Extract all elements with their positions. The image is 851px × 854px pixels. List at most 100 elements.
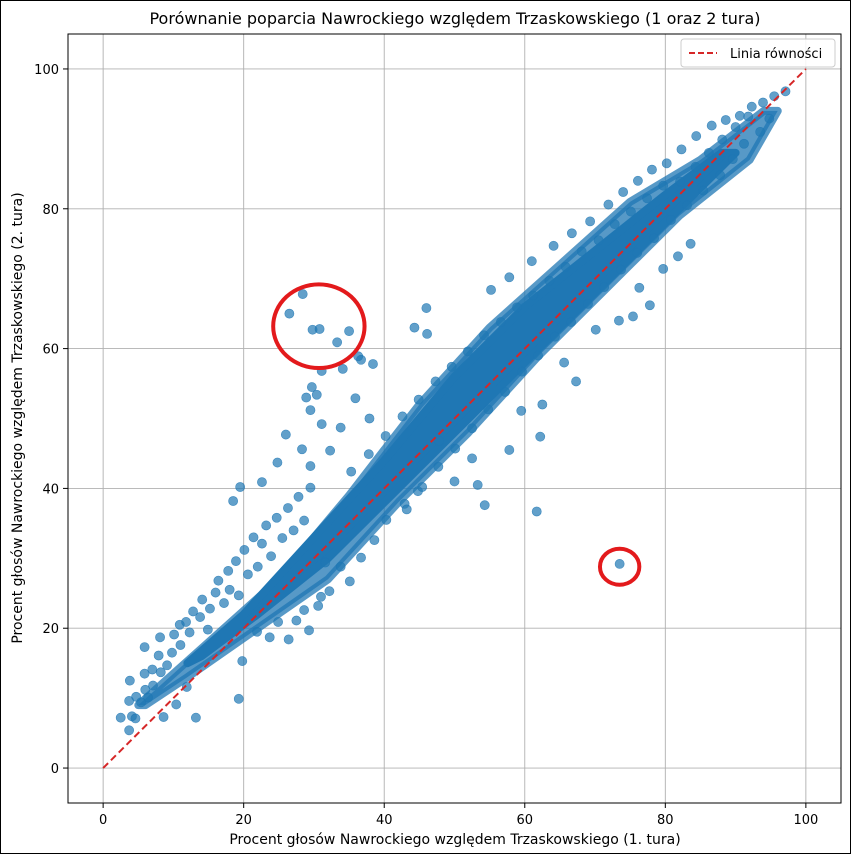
data-point <box>548 240 559 251</box>
data-point <box>301 392 312 403</box>
data-point <box>486 284 496 295</box>
data-point <box>462 346 473 357</box>
data-point <box>634 282 645 293</box>
data-point <box>434 435 444 446</box>
data-point <box>337 363 348 374</box>
data-point <box>450 443 461 454</box>
data-point <box>155 632 165 643</box>
data-point <box>155 667 166 678</box>
data-point <box>356 552 366 563</box>
y-tick-label: 40 <box>42 482 59 497</box>
data-point <box>304 625 314 636</box>
data-point <box>320 557 331 568</box>
data-point <box>537 399 548 410</box>
data-point <box>252 626 262 637</box>
data-point <box>291 615 302 626</box>
data-point <box>609 219 620 230</box>
y-tick-label: 80 <box>42 203 59 218</box>
data-point <box>528 290 539 301</box>
data-point <box>483 404 494 415</box>
density-band <box>134 106 782 710</box>
data-point <box>363 449 374 460</box>
density-band-shape <box>183 148 740 668</box>
data-point <box>257 477 267 488</box>
data-point <box>242 569 253 580</box>
data-point <box>593 235 604 246</box>
data-point <box>305 405 316 416</box>
data-point <box>364 413 375 424</box>
data-point <box>311 389 322 400</box>
data-point <box>224 584 235 595</box>
data-point <box>283 503 293 513</box>
data-point <box>566 228 577 239</box>
data-point <box>467 423 477 434</box>
data-point <box>535 431 546 442</box>
data-point <box>599 282 610 292</box>
legend-label: Linia równości <box>730 47 822 62</box>
data-point <box>280 429 291 440</box>
data-point <box>266 551 276 562</box>
data-point <box>124 725 135 736</box>
x-tick-label: 100 <box>793 813 818 828</box>
data-point <box>628 311 638 322</box>
data-point <box>743 111 754 122</box>
data-point <box>188 606 198 617</box>
data-point <box>566 317 577 327</box>
data-point <box>205 603 215 614</box>
data-point <box>585 216 596 227</box>
data-point <box>642 193 652 204</box>
y-tick-label: 0 <box>51 762 59 777</box>
data-point <box>228 496 239 506</box>
data-point <box>675 176 685 187</box>
data-point <box>526 256 537 267</box>
data-point <box>369 535 380 546</box>
data-point <box>202 624 213 635</box>
data-point <box>181 617 191 627</box>
data-point <box>720 115 731 125</box>
data-point <box>335 561 346 572</box>
data-point <box>625 206 636 217</box>
data-point <box>306 382 317 392</box>
data-point <box>223 566 234 576</box>
data-point <box>417 482 428 492</box>
data-point <box>500 387 510 397</box>
legend: Linia równości <box>680 38 836 68</box>
data-point <box>353 351 364 362</box>
data-point <box>314 324 325 334</box>
data-point <box>644 300 655 311</box>
data-point <box>231 556 241 567</box>
data-point <box>666 215 676 225</box>
data-point <box>261 520 272 531</box>
plot-area-border <box>67 33 842 804</box>
data-point <box>504 445 515 455</box>
data-point <box>614 559 625 569</box>
data-point <box>504 272 515 283</box>
data-point <box>305 461 316 471</box>
y-axis-label: Procent głosów Nawrockiego względem Trza… <box>10 192 26 643</box>
x-axis-label: Procent głosów Nawrockiego względem Trza… <box>229 832 680 848</box>
data-point <box>616 264 626 275</box>
x-tick-label: 60 <box>516 813 533 828</box>
data-point <box>335 422 346 433</box>
data-point <box>305 482 316 493</box>
data-point <box>472 480 483 490</box>
data-point <box>479 330 489 341</box>
data-point <box>264 632 275 643</box>
data-point <box>233 693 244 704</box>
data-point <box>184 627 195 638</box>
data-point <box>158 712 169 722</box>
data-point <box>433 461 444 472</box>
data-point <box>571 376 581 387</box>
data-points <box>115 86 791 736</box>
data-point <box>248 532 259 543</box>
data-point <box>257 538 267 549</box>
data-point <box>531 506 542 517</box>
data-point <box>550 331 560 342</box>
data-point <box>676 144 687 155</box>
x-tick-label: 0 <box>99 813 107 828</box>
data-point <box>325 445 336 456</box>
data-point <box>614 315 624 326</box>
annotation-circle <box>597 546 642 587</box>
data-point <box>647 164 657 175</box>
